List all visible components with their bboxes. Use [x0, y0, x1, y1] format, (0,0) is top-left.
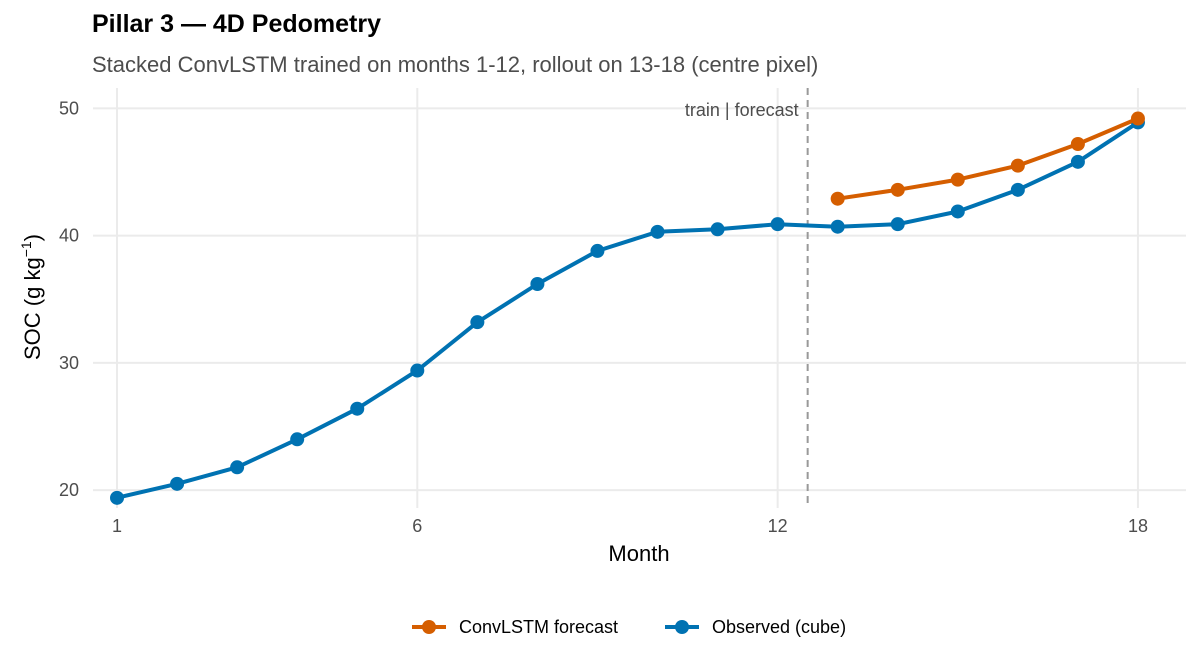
series-layer — [110, 111, 1145, 505]
train-forecast-divider: train | forecast — [685, 88, 809, 508]
grid — [93, 88, 1186, 508]
data-point-1-16 — [1010, 182, 1025, 197]
y-tick-label-50: 50 — [59, 98, 79, 118]
data-point-1-7 — [470, 315, 485, 330]
data-point-0-16 — [1010, 158, 1025, 173]
x-axis-title: Month — [608, 541, 669, 566]
series-line-0 — [835, 116, 1140, 201]
y-axis-title-main: SOC (g kg — [20, 257, 45, 360]
data-point-1-4 — [290, 432, 305, 447]
data-point-1-13 — [830, 219, 845, 234]
legend-key-point-0 — [422, 620, 436, 634]
data-point-0-17 — [1070, 137, 1085, 151]
series-0 — [830, 111, 1145, 206]
x-tick-label-1: 1 — [112, 516, 122, 536]
chart-title: Pillar 3 — 4D Pedometry — [92, 10, 381, 38]
data-point-1-6 — [410, 363, 425, 378]
data-point-1-10 — [650, 224, 665, 239]
legend-label-0: ConvLSTM forecast — [459, 617, 618, 637]
data-point-1-5 — [350, 401, 365, 416]
y-tick-label-40: 40 — [59, 226, 79, 246]
data-point-1-11 — [710, 222, 725, 237]
data-point-1-9 — [590, 243, 605, 258]
data-point-1-3 — [230, 460, 245, 475]
x-tick-label-18: 18 — [1128, 516, 1148, 536]
data-point-1-1 — [110, 490, 125, 505]
x-tick-label-12: 12 — [768, 516, 788, 536]
y-axis-title-superscript: −1 — [18, 241, 34, 257]
y-tick-label-20: 20 — [59, 480, 79, 500]
x-tick-label-6: 6 — [412, 516, 422, 536]
divider-label: train | forecast — [685, 100, 799, 120]
legend-key-point-1 — [675, 620, 689, 634]
data-point-1-8 — [530, 277, 545, 291]
y-tick-label-30: 30 — [59, 353, 79, 373]
legend-label-1: Observed (cube) — [712, 617, 846, 637]
data-point-1-2 — [170, 476, 185, 491]
data-point-0-15 — [950, 172, 965, 187]
data-point-1-17 — [1070, 154, 1085, 169]
legend-item-1: Observed (cube) — [665, 617, 846, 637]
y-axis: 20 30 40 50 — [59, 98, 79, 500]
series-line-1 — [115, 120, 1140, 500]
legend: ConvLSTM forecast Observed (cube) — [412, 617, 846, 637]
data-point-1-12 — [770, 217, 785, 232]
data-point-1-14 — [890, 217, 905, 232]
data-point-1-15 — [950, 204, 965, 219]
data-point-0-14 — [890, 182, 905, 197]
x-axis: 1 6 12 18 — [112, 516, 1148, 536]
legend-item-0: ConvLSTM forecast — [412, 617, 618, 637]
data-point-0-13 — [830, 191, 845, 206]
y-axis-title-close: ) — [20, 234, 45, 241]
y-axis-title: SOC (g kg−1) — [18, 234, 45, 360]
data-point-0-18 — [1130, 111, 1145, 126]
chart-subtitle: Stacked ConvLSTM trained on months 1-12,… — [92, 52, 818, 77]
